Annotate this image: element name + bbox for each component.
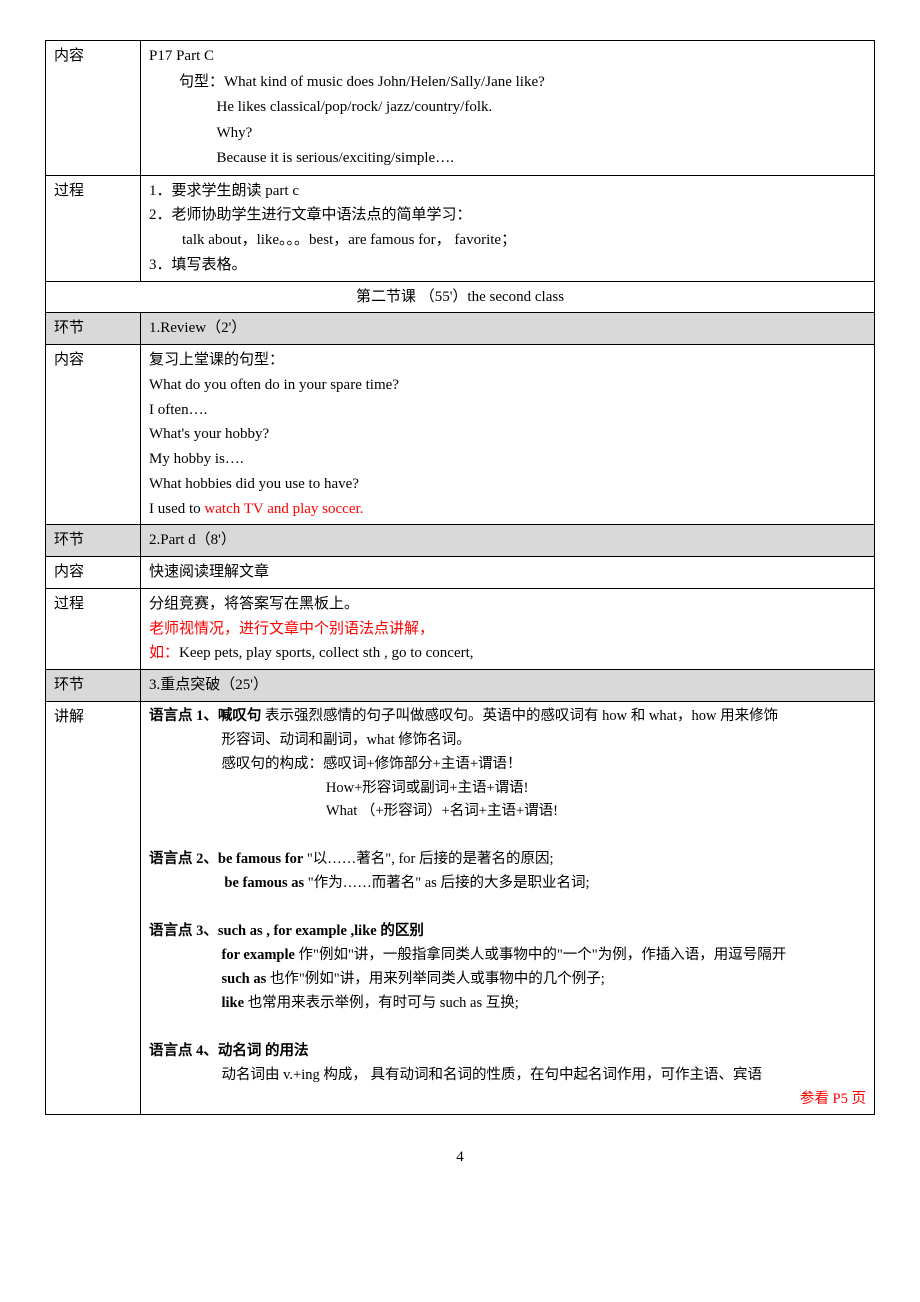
text: "以……著名", for 后接的是著名的原因; [307,851,554,867]
text-bold: for example [222,947,295,963]
reference-note: 参看 P5 页 [149,1088,866,1112]
text: What do you often do in your spare time? [149,377,399,393]
text: 动名词由 v.+ing 构成， 具有动词和名词的性质，在句中起名词作用，可作主语… [149,1064,762,1088]
text-bold: such as [222,971,267,987]
text-bold: 语言点 2、be famous for [149,851,303,867]
highlight-text: watch TV and play soccer. [204,501,363,517]
text: 形容词、动词和副词，what 修饰名词。 [149,729,471,753]
highlight-text: 老师视情况，进行文章中个别语法点讲解， [149,621,434,637]
text: He likes classical/pop/rock/ jazz/countr… [149,95,866,121]
cell-content: 分组竞赛，将答案写在黑板上。 老师视情况，进行文章中个别语法点讲解， 如：Kee… [141,588,875,669]
text: What hobbies did you use to have? [149,476,359,492]
text: I used to [149,501,204,517]
text: What's your hobby? [149,426,269,442]
cell-content: 1．要求学生朗读 part c 2．老师协助学生进行文章中语法点的简单学习： t… [141,175,875,281]
text: 分组竞赛，将答案写在黑板上。 [149,596,359,612]
cell-content: 2.Part d（8'） [141,525,875,557]
cell-content: 快速阅读理解文章 [141,557,875,589]
cell-label: 内容 [46,41,141,176]
cell-label: 内容 [46,345,141,525]
cell-content: 1.Review（2'） [141,313,875,345]
text: 作"例如"讲，一般指拿同类人或事物中的"一个"为例，作插入语，用逗号隔开 [295,947,786,963]
text: I often…. [149,402,207,418]
text: P17 Part C [149,48,214,64]
text-bold: like [222,995,245,1011]
cell-label: 环节 [46,525,141,557]
text: Why? [149,121,866,147]
cell-label: 环节 [46,313,141,345]
text: talk about，like。。。best，are famous for， f… [149,228,516,253]
cell-label: 过程 [46,588,141,669]
text: "作为……而著名" as 后接的大多是职业名词; [308,875,590,891]
cell-content: 复习上堂课的句型： What do you often do in your s… [141,345,875,525]
text: How+形容词或副词+主语+谓语! [149,777,528,801]
highlight-text: 如： [149,645,179,661]
text-bold: 语言点 3、such as , for example ,like 的区别 [149,923,424,939]
text: My hobby is…. [149,451,244,467]
text: 2．老师协助学生进行文章中语法点的简单学习： [149,207,472,223]
text: 感叹句的构成：感叹词+修饰部分+主语+谓语！ [149,753,522,777]
text: What kind of music does John/Helen/Sally… [224,74,545,90]
cell-content: 3.重点突破（25'） [141,670,875,702]
text-bold: 语言点 1、喊叹句 [149,708,261,724]
cell-label: 讲解 [46,701,141,1115]
text: 句型： [179,74,224,90]
text: 1．要求学生朗读 part c [149,183,299,199]
text: 也常用来表示举例，有时可与 such as 互换; [244,995,519,1011]
lesson-plan-table: 内容 P17 Part C 句型：What kind of music does… [45,40,875,1115]
page-number: 4 [45,1145,875,1170]
cell-label: 过程 [46,175,141,281]
cell-label: 环节 [46,670,141,702]
text: Because it is serious/exciting/simple…. [149,146,866,172]
text: 3．填写表格。 [149,257,247,273]
cell-content: 语言点 1、喊叹句 表示强烈感情的句子叫做感叹句。英语中的感叹词有 how 和 … [141,701,875,1115]
text: 复习上堂课的句型： [149,352,284,368]
text-bold: 语言点 4、动名词 的用法 [149,1043,309,1059]
cell-label: 内容 [46,557,141,589]
text: 表示强烈感情的句子叫做感叹句。英语中的感叹词有 how 和 what，how 用… [261,708,778,724]
cell-content: P17 Part C 句型：What kind of music does Jo… [141,41,875,176]
text: 也作"例如"讲，用来列举同类人或事物中的几个例子; [266,971,605,987]
section-header-cell: 第二节课 （55'）the second class [46,281,875,313]
text: Keep pets, play sports, collect sth , go… [179,645,474,661]
text-bold: be famous as [224,875,304,891]
text: What （+形容词）+名词+主语+谓语! [149,800,558,824]
